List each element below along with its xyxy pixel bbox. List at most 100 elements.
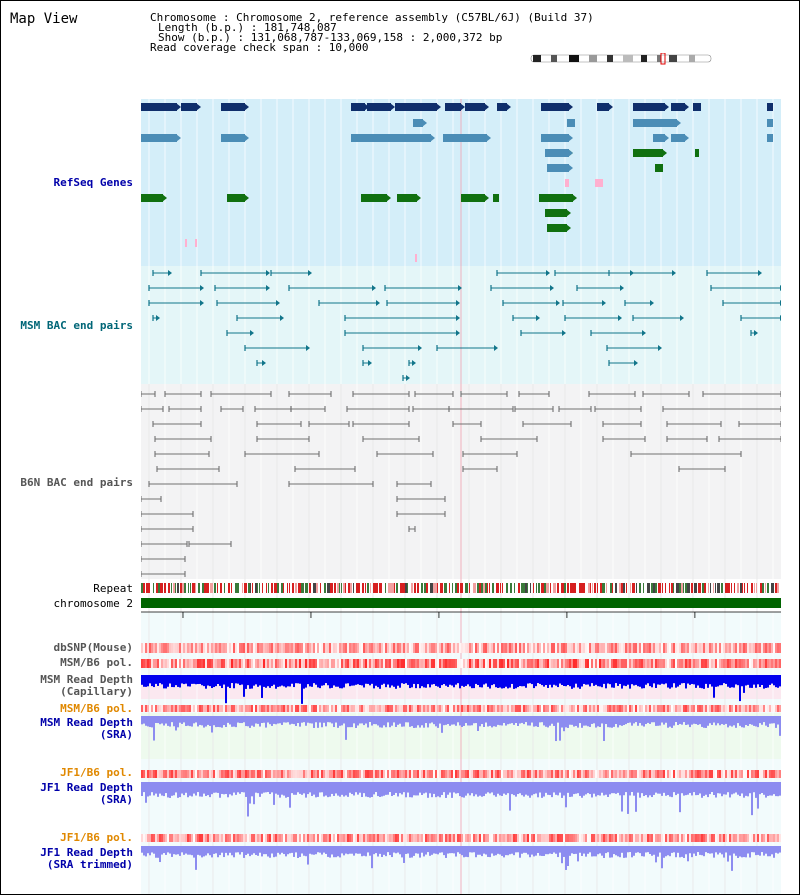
heat-cell — [737, 643, 739, 653]
read-depth-bar — [591, 716, 593, 724]
heat-cell — [591, 643, 593, 653]
read-depth-bar — [301, 782, 303, 795]
heat-cell — [515, 705, 517, 712]
heat-cell — [439, 770, 441, 778]
heat-cell — [445, 659, 447, 668]
heat-cell — [719, 643, 721, 653]
heat-cell — [655, 659, 657, 668]
gene-strand-arrow — [176, 103, 181, 111]
read-depth-bar — [627, 846, 629, 853]
repeat-element — [523, 583, 525, 593]
heat-cell — [539, 705, 541, 712]
read-depth-bar — [585, 782, 587, 795]
read-depth-bar — [563, 846, 565, 857]
heat-cell — [709, 659, 711, 668]
heat-cell — [765, 659, 767, 668]
read-depth-bar — [451, 846, 453, 854]
read-depth-bar — [751, 782, 753, 816]
read-depth-bar — [613, 846, 615, 855]
heat-cell — [405, 834, 407, 842]
refseq-gene — [633, 119, 677, 127]
heat-cell — [171, 770, 173, 778]
read-depth-bar — [745, 782, 747, 796]
read-depth-bar — [431, 846, 433, 855]
heat-cell — [193, 643, 195, 653]
read-depth-bar — [249, 846, 251, 857]
repeat-element — [309, 583, 311, 593]
heat-cell — [681, 705, 683, 712]
read-depth-bar — [189, 846, 191, 855]
read-depth-bar — [513, 846, 515, 856]
heat-cell — [187, 643, 189, 653]
read-depth-bar — [241, 716, 243, 724]
read-depth-bar — [389, 846, 391, 856]
heat-cell — [443, 659, 445, 668]
read-depth-bar — [571, 846, 573, 854]
read-depth-bar — [565, 675, 567, 687]
heat-cell — [429, 643, 431, 653]
read-depth-bar — [475, 782, 477, 795]
read-depth-bar — [453, 716, 455, 725]
heat-cell — [361, 643, 363, 653]
heat-cell — [695, 834, 697, 842]
heat-cell — [261, 834, 263, 842]
heat-cell — [169, 659, 171, 668]
read-depth-bar — [683, 782, 685, 796]
heat-cell — [237, 643, 239, 653]
heat-cell — [177, 770, 179, 778]
read-depth-bar — [425, 846, 427, 855]
read-depth-bar — [637, 675, 639, 687]
heat-cell — [437, 705, 439, 712]
read-depth-bar — [243, 716, 245, 723]
heat-cell — [155, 770, 157, 778]
read-depth-bar — [673, 782, 675, 793]
chromosome-ideogram[interactable] — [529, 53, 713, 65]
heat-cell — [575, 705, 577, 712]
read-depth-bar — [311, 716, 313, 724]
heat-cell — [419, 770, 421, 778]
read-depth-bar — [659, 782, 661, 794]
msm-bac-end — [308, 270, 312, 276]
heat-cell — [241, 770, 243, 778]
heat-cell — [449, 659, 451, 668]
genome-browser-canvas[interactable] — [141, 99, 781, 895]
heat-cell — [319, 834, 321, 842]
read-depth-bar — [545, 846, 547, 855]
read-depth-bar — [587, 675, 589, 685]
heat-cell — [393, 643, 395, 653]
heat-cell — [195, 705, 197, 712]
read-depth-bar — [271, 675, 273, 687]
heat-cell — [541, 705, 543, 712]
read-depth-bar — [739, 716, 741, 726]
read-depth-bar — [177, 675, 179, 687]
heat-cell — [683, 705, 685, 712]
read-depth-bar — [173, 675, 175, 688]
heat-cell — [457, 705, 459, 712]
read-depth-bar — [217, 675, 219, 684]
heat-cell — [529, 643, 531, 653]
read-depth-bar — [537, 716, 539, 728]
heat-cell — [141, 705, 143, 712]
repeat-element — [632, 583, 635, 593]
heat-cell — [519, 834, 521, 842]
heat-cell — [547, 770, 549, 778]
heat-cell — [775, 643, 777, 653]
heat-cell — [615, 659, 617, 668]
read-depth-bar — [769, 675, 771, 685]
heat-cell — [347, 643, 349, 653]
heat-cell — [365, 834, 367, 842]
msm-bac-end — [754, 330, 758, 336]
read-depth-bar — [319, 846, 321, 853]
read-depth-bar — [461, 782, 463, 798]
heat-cell — [267, 770, 269, 778]
read-depth-bar — [305, 782, 307, 798]
read-depth-bar — [437, 675, 439, 687]
read-depth-bar — [597, 675, 599, 687]
read-depth-bar — [299, 716, 301, 727]
repeat-element — [483, 583, 485, 593]
heat-cell — [439, 659, 441, 668]
heat-cell — [759, 834, 761, 842]
read-depth-bar — [599, 716, 601, 728]
read-depth-bar — [301, 675, 303, 704]
heat-cell — [431, 770, 433, 778]
